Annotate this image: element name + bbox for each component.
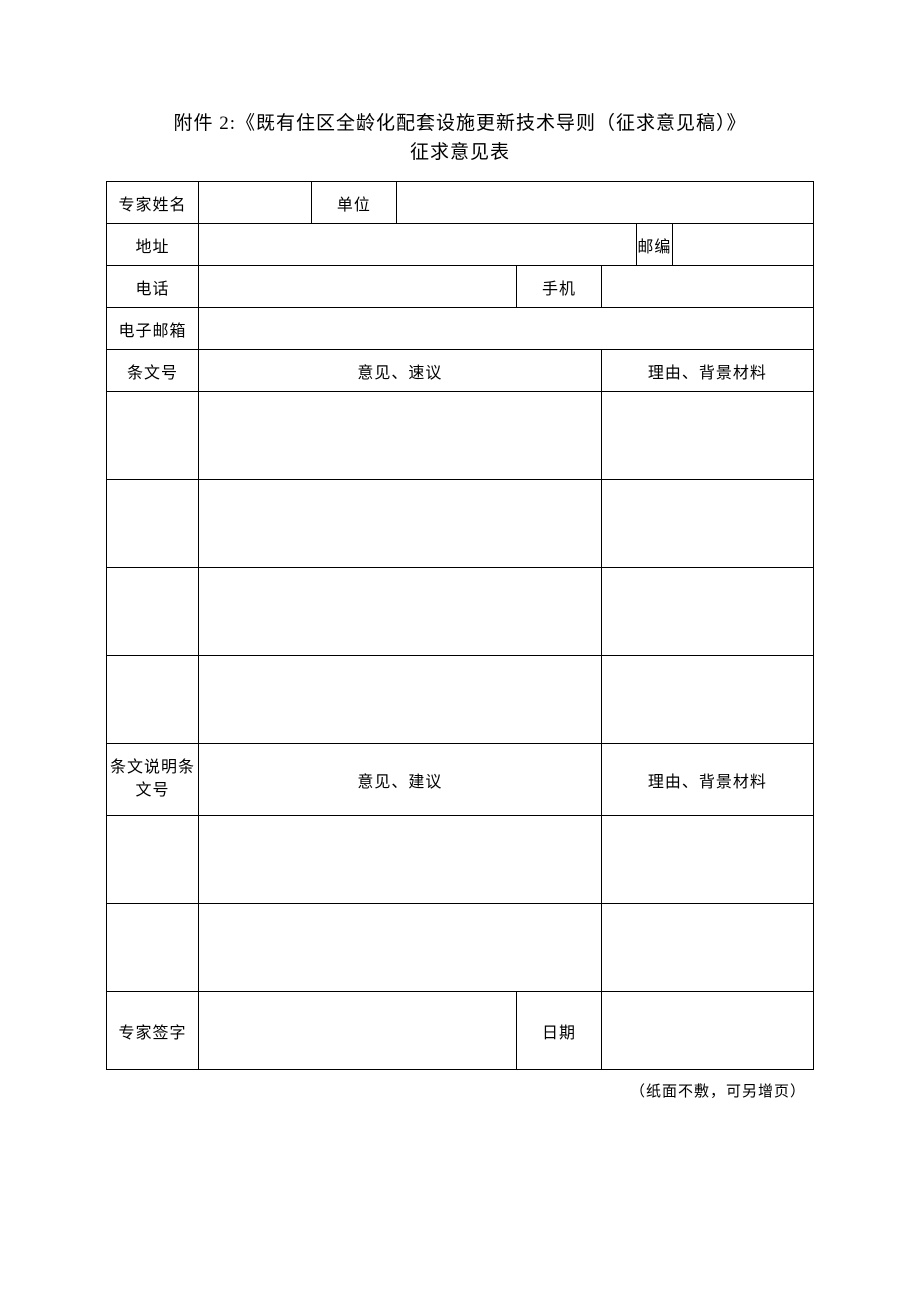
cell-clause-no[interactable]	[107, 656, 199, 744]
row-signature: 专家签字 日期	[107, 992, 814, 1070]
cell-opinion-2[interactable]	[198, 904, 601, 992]
row-clause-entry	[107, 480, 814, 568]
row-phone: 电话 手机	[107, 266, 814, 308]
title-line-2: 征求意见表	[106, 139, 814, 168]
input-expert-name[interactable]	[198, 182, 311, 224]
label-postcode: 邮编	[637, 224, 672, 266]
label-reason-2: 理由、背景材料	[601, 744, 813, 816]
input-signature[interactable]	[198, 992, 516, 1070]
cell-reason[interactable]	[601, 480, 813, 568]
cell-opinion[interactable]	[198, 392, 601, 480]
label-opinion-2: 意见、建议	[198, 744, 601, 816]
row-address: 地址 邮编	[107, 224, 814, 266]
row-clause-desc-entry	[107, 904, 814, 992]
row-email: 电子邮箱	[107, 308, 814, 350]
row-clause-entry	[107, 392, 814, 480]
input-postcode[interactable]	[672, 224, 813, 266]
label-address: 地址	[107, 224, 199, 266]
title-block: 附件 2:《既有住区全龄化配套设施更新技术导则（征求意见稿）》 征求意见表	[106, 110, 814, 167]
input-address[interactable]	[198, 224, 636, 266]
label-mobile: 手机	[517, 266, 602, 308]
label-date: 日期	[517, 992, 602, 1070]
row-clause-header: 条文号 意见、速议 理由、背景材料	[107, 350, 814, 392]
row-expert-name: 专家姓名 单位	[107, 182, 814, 224]
label-email: 电子邮箱	[107, 308, 199, 350]
label-expert-name: 专家姓名	[107, 182, 199, 224]
cell-clause-no[interactable]	[107, 480, 199, 568]
cell-opinion[interactable]	[198, 480, 601, 568]
cell-reason-2[interactable]	[601, 904, 813, 992]
row-clause-desc-entry	[107, 816, 814, 904]
label-clause-no: 条文号	[107, 350, 199, 392]
row-clause-entry	[107, 568, 814, 656]
page: 附件 2:《既有住区全龄化配套设施更新技术导则（征求意见稿）》 征求意见表 专家…	[0, 0, 920, 1161]
cell-clause-no[interactable]	[107, 568, 199, 656]
cell-opinion[interactable]	[198, 568, 601, 656]
input-org[interactable]	[396, 182, 813, 224]
input-date[interactable]	[601, 992, 813, 1070]
cell-reason-2[interactable]	[601, 816, 813, 904]
label-org: 单位	[312, 182, 397, 224]
label-phone: 电话	[107, 266, 199, 308]
cell-opinion[interactable]	[198, 656, 601, 744]
cell-reason[interactable]	[601, 656, 813, 744]
input-email[interactable]	[198, 308, 813, 350]
input-phone[interactable]	[198, 266, 516, 308]
label-opinion-1: 意见、速议	[198, 350, 601, 392]
label-reason-1: 理由、背景材料	[601, 350, 813, 392]
cell-reason[interactable]	[601, 568, 813, 656]
cell-reason[interactable]	[601, 392, 813, 480]
label-signature: 专家签字	[107, 992, 199, 1070]
cell-clause-desc-no[interactable]	[107, 816, 199, 904]
cell-opinion-2[interactable]	[198, 816, 601, 904]
label-clause-desc-no: 条文说明条文号	[107, 744, 199, 816]
feedback-form-table: 专家姓名 单位 地址 邮编 电话 手机 电子邮箱 条文号 意见、速议	[106, 181, 814, 1070]
title-line-1: 附件 2:《既有住区全龄化配套设施更新技术导则（征求意见稿）》	[106, 110, 814, 139]
cell-clause-desc-no[interactable]	[107, 904, 199, 992]
input-mobile[interactable]	[601, 266, 813, 308]
cell-clause-no[interactable]	[107, 392, 199, 480]
row-clause-entry	[107, 656, 814, 744]
footnote: （纸面不敷，可另增页）	[106, 1080, 814, 1101]
row-clause-desc-header: 条文说明条文号 意见、建议 理由、背景材料	[107, 744, 814, 816]
